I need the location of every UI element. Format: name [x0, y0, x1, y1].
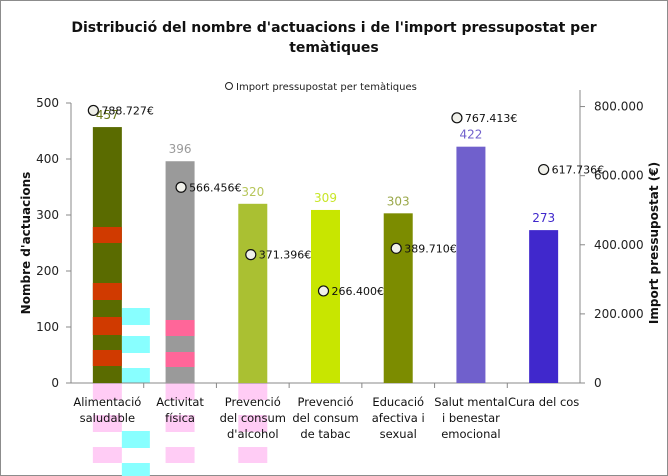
legend-entry: Import pressupostat per temàtiques	[236, 81, 417, 93]
import-point	[538, 163, 550, 176]
bar-data-label: 422	[459, 128, 482, 142]
artifact-stripe	[238, 415, 268, 432]
y-axis-title: Nombre d'actuacions	[19, 172, 33, 315]
artifact-stripe	[121, 463, 150, 476]
render-artifacts	[92, 308, 268, 476]
import-data-label: 389.710€	[404, 242, 457, 255]
y2-tick-label: 0	[594, 376, 602, 390]
category-label: Alimentació	[73, 395, 141, 409]
bar	[383, 213, 413, 383]
artifact-stripe	[165, 415, 195, 432]
y2-axis-title: Import pressupostat (€)	[647, 162, 661, 324]
artifact-stripe	[121, 308, 150, 325]
bar	[311, 209, 340, 383]
y2-tick-label: 800.000	[594, 100, 644, 114]
import-point	[390, 242, 402, 254]
import-point	[317, 285, 330, 297]
category-label: Prevenció	[225, 395, 281, 409]
category-label: Salut mental	[434, 395, 507, 409]
category-label: del consum	[292, 411, 358, 425]
artifact-stripe	[92, 317, 122, 335]
bar-labels: 457 396 320 309 303 422 273	[96, 108, 555, 225]
y-tick-label: 0	[51, 376, 59, 390]
artifact-stripe	[121, 431, 150, 448]
artifact-stripe	[92, 227, 122, 243]
artifact-stripe	[238, 383, 268, 400]
legend: Import pressupostat per temàtiques	[225, 81, 417, 93]
artifact-stripe	[165, 320, 195, 336]
category-label: d'alcohol	[227, 427, 279, 441]
import-points: 788.727€ 566.456€ 371.396€ 266.400€ 389.710€…	[87, 104, 605, 298]
bar	[165, 161, 195, 383]
artifact-stripe	[92, 350, 122, 366]
category-label: Cura del cos	[508, 395, 579, 409]
y2-tick-label: 200.000	[594, 307, 644, 321]
category-labels: Alimentació saludable Activitat física Preve…	[73, 395, 579, 441]
bar-data-label: 303	[387, 194, 410, 208]
category-label: física	[165, 411, 195, 425]
category-label: del consum	[220, 411, 286, 425]
bar-data-label: 320	[241, 185, 264, 199]
bar-data-label: 309	[314, 191, 337, 205]
bar	[92, 127, 122, 383]
category-label: Prevenció	[297, 395, 353, 409]
artifact-stripe	[165, 447, 195, 463]
import-data-label: 617.736€	[552, 164, 605, 177]
artifact-stripe	[92, 447, 122, 463]
y-tick-label: 400	[36, 152, 59, 166]
import-data-label: 767.413€	[465, 112, 518, 125]
import-data-label: 371.396€	[259, 249, 312, 262]
y-tick-label: 500	[36, 96, 59, 110]
bar-data-label: 457	[96, 108, 119, 122]
artifact-stripe	[121, 336, 150, 353]
category-label: Educació	[372, 395, 424, 409]
chart-title-line: temàtiques	[289, 40, 379, 56]
bar	[238, 203, 268, 383]
category-label: emocional	[441, 427, 500, 441]
artifact-stripe	[92, 383, 122, 400]
import-point	[175, 181, 187, 193]
artifact-stripe	[92, 415, 122, 432]
chart-title-line: Distribució del nombre d'actuacions i de…	[71, 20, 596, 36]
artifact-stripe	[92, 283, 122, 300]
artifact-stripe	[165, 352, 195, 367]
artifact-stripe	[238, 447, 268, 463]
y-tick-label: 300	[36, 208, 59, 222]
category-label: saludable	[80, 411, 135, 425]
y2-tick-label: 400.000	[594, 238, 644, 252]
bar-data-label: 396	[169, 142, 192, 156]
bar	[456, 146, 486, 383]
y-tick-label: 100	[36, 320, 59, 334]
bar-data-label: 273	[532, 211, 555, 225]
category-label: de tabac	[300, 427, 350, 441]
chart-title: Distribució del nombre d'actuacions i de…	[71, 20, 596, 56]
category-label: i benestar	[442, 411, 500, 425]
import-point	[87, 104, 99, 117]
import-point	[245, 249, 257, 261]
bars	[92, 127, 559, 383]
import-data-label: 266.400€	[332, 285, 385, 298]
import-point	[451, 112, 463, 124]
y2-tick-label: 600.000	[594, 169, 644, 183]
legend-marker-icon	[225, 82, 233, 90]
category-label: Activitat	[156, 395, 204, 409]
import-data-label: 566.456€	[189, 181, 242, 194]
bar	[529, 230, 559, 383]
category-label: sexual	[380, 427, 417, 441]
y-tick-label: 200	[36, 264, 59, 278]
artifact-stripe	[165, 383, 195, 400]
artifact-stripe	[121, 368, 150, 383]
category-label: afectiva i	[372, 411, 425, 425]
import-data-label: 788.727€	[101, 104, 154, 117]
